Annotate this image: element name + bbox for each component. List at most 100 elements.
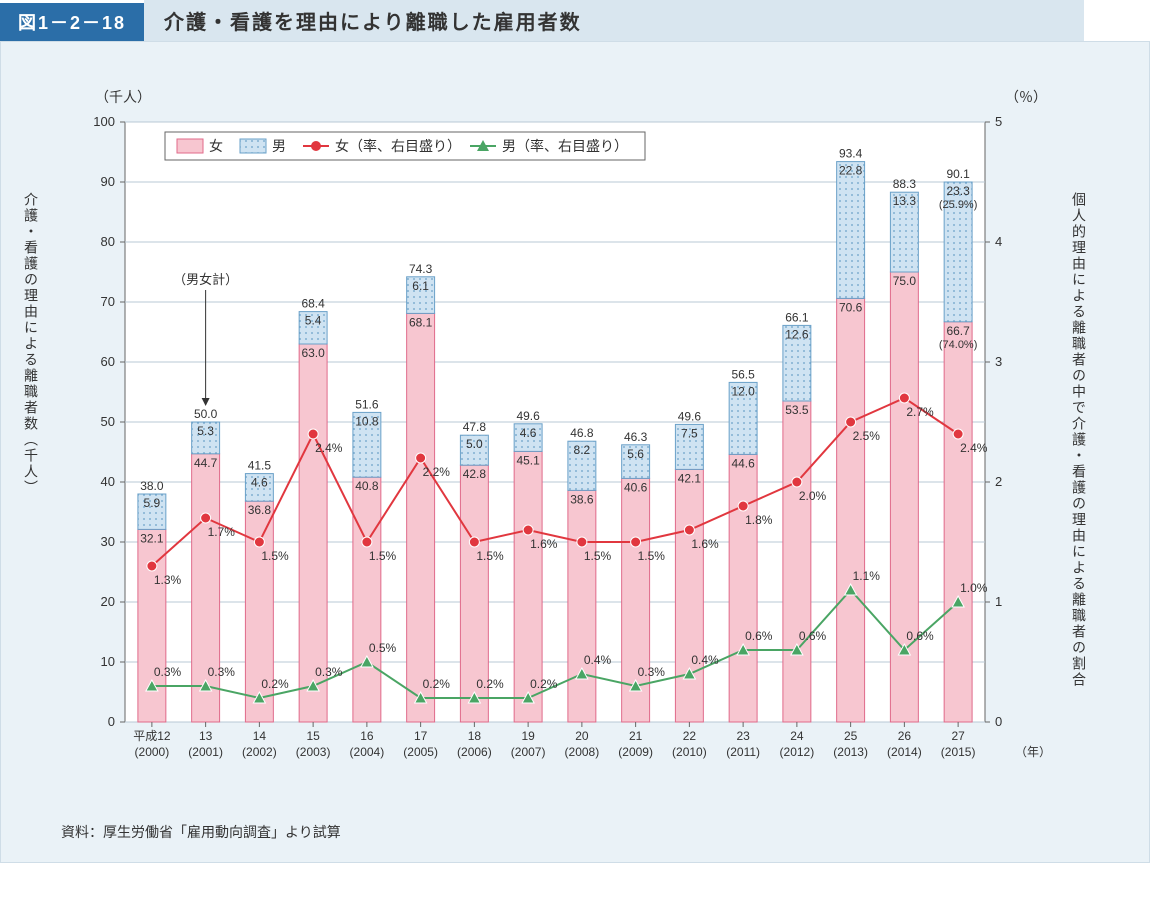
legend-marker xyxy=(311,141,321,151)
total-label: 74.3 xyxy=(409,262,433,276)
marker-female_rate xyxy=(738,501,748,511)
ytick-left: 100 xyxy=(93,114,115,129)
ytick-left: 30 xyxy=(101,534,115,549)
rate-label-male_rate: 0.2% xyxy=(261,677,289,691)
total-label: 68.4 xyxy=(301,297,325,311)
figure-title: 介護・看護を理由により離職した雇用者数 xyxy=(144,0,1084,41)
xtick-year: (2010) xyxy=(672,745,707,759)
rate-label-female_rate: 2.7% xyxy=(906,405,934,419)
bar-female xyxy=(675,469,703,722)
xtick-era: 18 xyxy=(468,729,482,743)
marker-female_rate xyxy=(523,525,533,535)
legend-label: 女 xyxy=(209,138,223,154)
right-unit: （％） xyxy=(1005,89,1047,105)
rate-label-female_rate: 1.6% xyxy=(530,537,558,551)
rate-label-female_rate: 2.4% xyxy=(315,441,343,455)
total-label: 50.0 xyxy=(194,407,218,421)
ytick-left: 10 xyxy=(101,654,115,669)
marker-female_rate xyxy=(631,537,641,547)
xtick-era: 21 xyxy=(629,729,643,743)
male-value-label: 5.6 xyxy=(627,447,644,461)
rate-label-female_rate: 2.4% xyxy=(960,441,988,455)
left-unit: （千人） xyxy=(95,89,151,105)
rate-label-female_rate: 1.5% xyxy=(476,549,504,563)
total-label: 56.5 xyxy=(731,367,755,381)
xtick-year: (2011) xyxy=(726,745,760,759)
rate-label-female_rate: 1.5% xyxy=(261,549,289,563)
marker-female_rate xyxy=(147,561,157,571)
rate-label-female_rate: 2.5% xyxy=(853,429,881,443)
ytick-left: 80 xyxy=(101,234,115,249)
rate-label-male_rate: 0.3% xyxy=(154,665,182,679)
marker-female_rate xyxy=(684,525,694,535)
male-value-label: 5.3 xyxy=(197,424,214,438)
xtick-era: 平成12 xyxy=(133,729,171,743)
rate-label-female_rate: 2.2% xyxy=(423,465,451,479)
xtick-era: 13 xyxy=(199,729,213,743)
xtick-era: 17 xyxy=(414,729,428,743)
rate-label-male_rate: 0.5% xyxy=(369,641,397,655)
xtick-era: 14 xyxy=(253,729,267,743)
legend-label: 男（率、右目盛り） xyxy=(502,138,628,154)
marker-female_rate xyxy=(577,537,587,547)
female-value-label: 42.1 xyxy=(678,471,702,485)
marker-female_rate xyxy=(953,429,963,439)
ytick-left: 40 xyxy=(101,474,115,489)
total-label: 66.1 xyxy=(785,310,809,324)
xtick-year: (2000) xyxy=(135,745,170,759)
bar-female xyxy=(944,322,972,722)
annotation-total: （男女計） xyxy=(173,272,238,287)
female-value-label: 36.8 xyxy=(248,503,272,517)
source-note: 資料：厚生労働省「雇用動向調査」より試算 xyxy=(61,822,1129,842)
rate-label-male_rate: 0.2% xyxy=(476,677,504,691)
female-value-label: 68.1 xyxy=(409,315,433,329)
xtick-year: (2003) xyxy=(296,745,331,759)
rate-label-male_rate: 0.3% xyxy=(638,665,666,679)
rate-label-male_rate: 0.3% xyxy=(208,665,236,679)
legend-swatch xyxy=(240,139,266,153)
male-value-label: 8.2 xyxy=(574,443,591,457)
male-value-label: 12.0 xyxy=(731,384,755,398)
total-label: 90.1 xyxy=(946,167,970,181)
female-value-label: 40.6 xyxy=(624,480,648,494)
ytick-right: 2 xyxy=(995,474,1002,489)
ytick-right: 5 xyxy=(995,114,1002,129)
female-value-label: 70.6 xyxy=(839,300,863,314)
marker-female_rate xyxy=(308,429,318,439)
total-label: 41.5 xyxy=(248,459,272,473)
xtick-year: (2013) xyxy=(833,745,868,759)
female-value-label: 38.6 xyxy=(570,492,594,506)
xtick-year: (2001) xyxy=(188,745,223,759)
total-label: 51.6 xyxy=(355,397,379,411)
ytick-left: 70 xyxy=(101,294,115,309)
marker-female_rate xyxy=(846,417,856,427)
male-pct-label: (25.9%) xyxy=(939,199,978,211)
rate-label-male_rate: 0.6% xyxy=(799,629,827,643)
xtick-year: (2004) xyxy=(350,745,385,759)
marker-female_rate xyxy=(899,393,909,403)
total-label: 46.8 xyxy=(570,426,594,440)
total-label: 38.0 xyxy=(140,479,164,493)
ytick-right: 1 xyxy=(995,594,1002,609)
xtick-year: (2007) xyxy=(511,745,546,759)
male-value-label: 4.6 xyxy=(251,476,268,490)
marker-female_rate xyxy=(792,477,802,487)
rate-label-male_rate: 0.4% xyxy=(691,653,719,667)
xtick-year: (2009) xyxy=(618,745,653,759)
xtick-era: 22 xyxy=(683,729,697,743)
rate-label-male_rate: 0.2% xyxy=(530,677,558,691)
male-value-label: 5.9 xyxy=(144,496,161,510)
xtick-era: 19 xyxy=(521,729,535,743)
xtick-year: (2012) xyxy=(780,745,815,759)
xtick-era: 24 xyxy=(790,729,804,743)
bar-female xyxy=(407,313,435,722)
ytick-right: 3 xyxy=(995,354,1002,369)
rate-label-female_rate: 1.5% xyxy=(369,549,397,563)
xtick-year: (2015) xyxy=(941,745,976,759)
total-label: 49.6 xyxy=(516,409,540,423)
xtick-era: 23 xyxy=(736,729,750,743)
legend-swatch xyxy=(177,139,203,153)
male-value-label: 23.3 xyxy=(946,184,970,198)
ytick-left: 20 xyxy=(101,594,115,609)
rate-label-male_rate: 1.1% xyxy=(853,569,881,583)
